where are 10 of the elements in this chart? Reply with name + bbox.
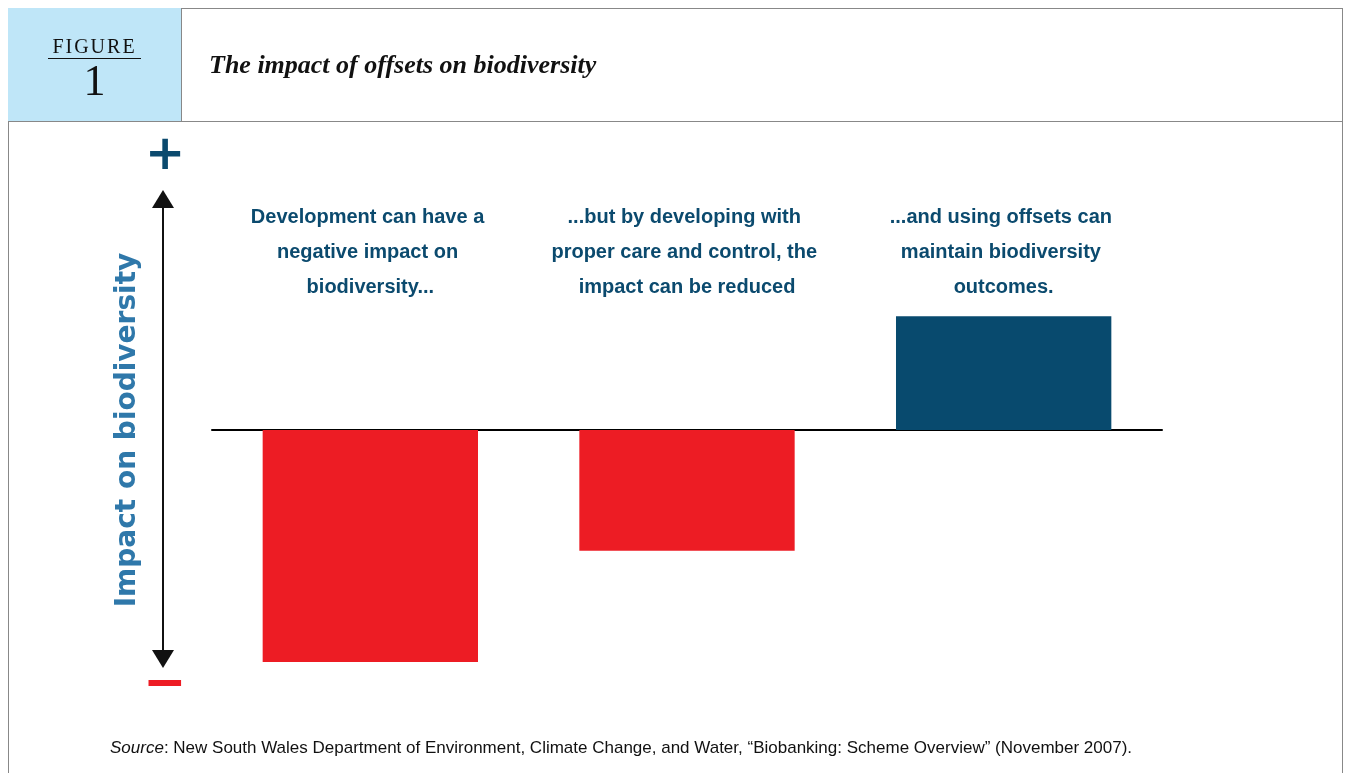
x-tick-label: ...but by developing with proper care and control, the impact can be reduced bbox=[551, 204, 823, 297]
text: − bbox=[143, 651, 187, 711]
text: FIGURE bbox=[48, 35, 141, 59]
chart-title: The impact of offsets on biodiversity bbox=[209, 50, 597, 80]
x-tick-label: ...and using offsets can maintain biodiversity outcomes. bbox=[889, 204, 1118, 297]
text: 1 bbox=[82, 56, 107, 105]
source-note: Source: New South Wales Department of Environment, Climate Change, and Water, “Biobanking: Scheme Overview” (November 2007). bbox=[110, 738, 1133, 758]
text: + bbox=[145, 124, 186, 180]
x-tick-label: Development can have a negative impact on biodiversity... bbox=[250, 204, 490, 297]
y-axis-title: Impact on biodiversity bbox=[108, 252, 142, 608]
